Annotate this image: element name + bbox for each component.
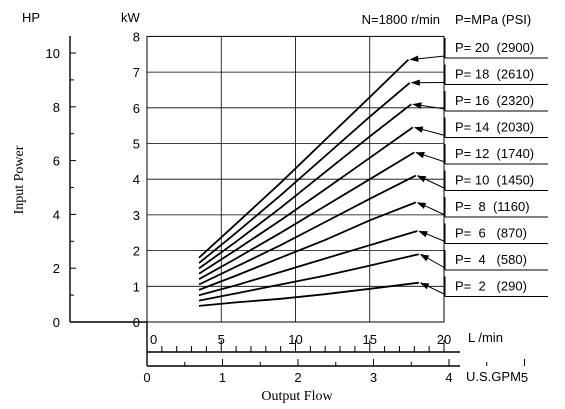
legend-label: P= 20 (2900): [455, 40, 534, 55]
hp-tick-label: 6: [53, 154, 60, 169]
gpm-unit-label: U.S.GPM: [466, 369, 521, 384]
y-axis-title: Input Power: [12, 145, 27, 214]
hp-tick-label: 8: [53, 100, 60, 115]
gpm-tick-label: 0: [143, 370, 150, 385]
arrowhead: [416, 175, 427, 183]
grid: [146, 35, 445, 323]
arrowhead: [413, 126, 424, 133]
legend-header: P=MPa (PSI): [455, 12, 531, 27]
arrowhead: [415, 152, 425, 159]
kw-tick-label: 3: [133, 208, 140, 223]
lmin-tick-label: 15: [363, 332, 377, 347]
hp-unit-label: HP: [22, 10, 40, 25]
series-line: [198, 253, 420, 302]
axes: [69, 36, 460, 367]
hp-tick-label: 0: [53, 315, 60, 330]
series-line: [198, 230, 418, 297]
arrowhead: [419, 282, 430, 290]
series-lines: [198, 58, 420, 307]
series-line: [198, 82, 411, 264]
arrowhead: [410, 79, 420, 86]
series-line: [198, 281, 419, 307]
x-axis-title: Output Flow: [261, 389, 333, 404]
legend-label: P= 10 (1450): [455, 173, 534, 188]
lmin-unit-label: L /min: [468, 330, 503, 345]
series-line: [198, 201, 417, 291]
legend: P= 2 (290) P= 4 (580) P= 6 (870) P= 8 (1160…: [409, 38, 548, 297]
kw-tick-label: 1: [133, 279, 140, 294]
legend-label: P= 14 (2030): [455, 120, 534, 135]
legend-label: P= 12 (1740): [455, 146, 534, 161]
lmin-tick-label: 20: [437, 332, 451, 347]
hp-tick-label: 2: [53, 261, 60, 276]
legend-label: P= 4 (580): [455, 252, 527, 267]
hp-tick-label: 4: [53, 207, 60, 222]
series-line: [198, 174, 417, 286]
legend-label: P= 16 (2320): [455, 93, 534, 108]
lmin-tick-label: 5: [218, 332, 225, 347]
series-line: [198, 103, 412, 270]
kw-tick-label: 8: [133, 29, 140, 44]
arrowhead: [419, 254, 430, 262]
series-line: [198, 151, 415, 280]
tick-labels: 0 2 4 6 8 10 0 1 2 3 4 5 6 7 8 0 5 10 15 20 0 1 2 3 4 5: [46, 29, 529, 385]
series-line: [198, 126, 414, 275]
lmin-tick-label: 10: [288, 332, 302, 347]
kw-tick-label: 6: [133, 101, 140, 116]
arrowhead: [418, 231, 428, 238]
gpm-tick-label: 2: [294, 370, 301, 385]
kw-tick-label: 2: [133, 244, 140, 259]
arrowhead: [409, 55, 419, 62]
gpm-tick-label: 1: [219, 370, 226, 385]
series-line: [198, 58, 410, 259]
legend-label: P= 6 (870): [455, 226, 527, 241]
kw-unit-label: kW: [121, 10, 141, 25]
gpm-tick-label: 4: [445, 370, 452, 385]
arrowhead: [412, 102, 422, 109]
kw-tick-label: 7: [133, 65, 140, 80]
legend-label: P= 18 (2610): [455, 67, 534, 82]
arrowhead: [416, 202, 427, 209]
kw-tick-label: 0: [133, 315, 140, 330]
kw-tick-label: 5: [133, 137, 140, 152]
kw-tick-label: 4: [133, 172, 140, 187]
gpm-tick-label: 3: [370, 370, 377, 385]
speed-annotation: N=1800 r/min: [362, 12, 440, 27]
legend-label: P= 8 (1160): [455, 199, 530, 214]
lmin-tick-label: 0: [150, 332, 157, 347]
gpm-tick-label: 5: [521, 370, 528, 385]
legend-label: P= 2 (290): [455, 279, 527, 294]
hp-tick-label: 10: [46, 46, 60, 61]
